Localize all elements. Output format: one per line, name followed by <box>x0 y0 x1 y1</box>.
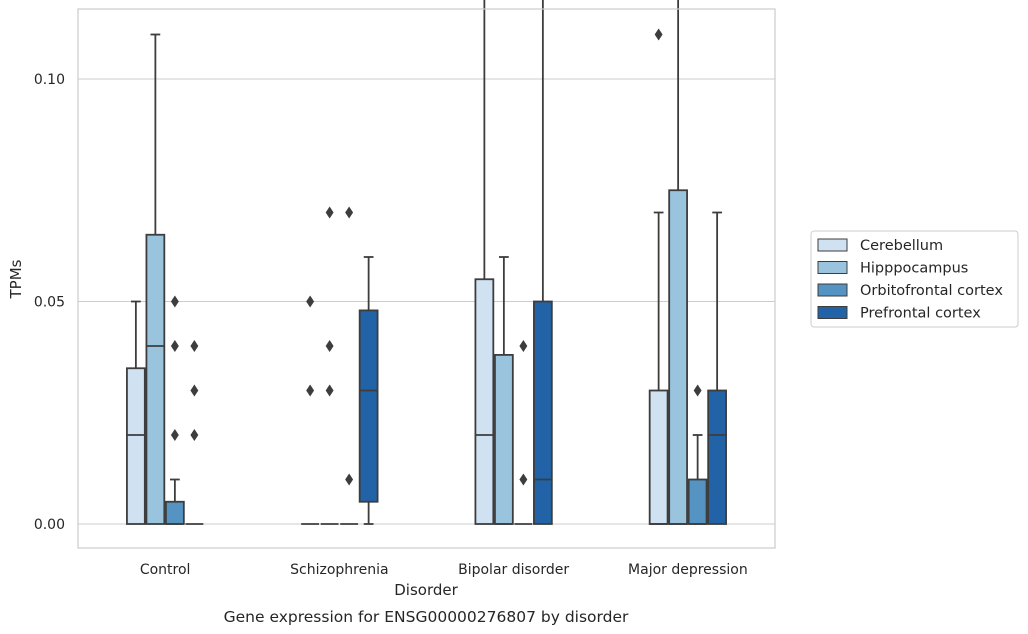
box-prefrontal-cortex-3 <box>707 211 727 525</box>
box-prefrontal-cortex-2 <box>533 0 553 525</box>
legend-swatch <box>817 306 848 319</box>
box-body <box>533 300 553 525</box>
box-hipppocampus-2 <box>494 256 514 525</box>
axis-layer: 0.000.050.100.150.20ControlSchizophrenia… <box>34 8 776 578</box>
outlier-point <box>325 339 334 353</box>
outlier-point <box>190 384 199 397</box>
box-orbitofrontal-cortex-3 <box>687 384 708 525</box>
box-orbitofrontal-cortex-2 <box>514 339 533 525</box>
box-hipppocampus-1 <box>320 206 339 525</box>
box-body <box>474 278 495 525</box>
box-layer <box>126 0 727 525</box>
x-tick-label: Bipolar disorder <box>458 562 569 578</box>
x-axis-label: Disorder <box>394 581 458 599</box>
legend-label: Hipppocampus <box>860 261 968 277</box>
legend: Cerebellum Hipppocampus Orbitofrontal cort… <box>810 230 1019 328</box>
outlier-point <box>345 473 354 486</box>
outlier-point <box>190 339 199 353</box>
outlier-point <box>170 339 179 353</box>
box-body <box>687 478 708 525</box>
box-cerebellum-3 <box>648 28 669 525</box>
box-body <box>145 233 166 525</box>
y-tick-label: 0.05 <box>34 295 65 311</box>
box-cerebellum-2 <box>474 0 495 525</box>
outlier-point <box>519 339 528 353</box>
outlier-point <box>306 384 315 397</box>
outlier-point <box>693 384 702 397</box>
box-body <box>165 500 185 525</box>
x-tick-label: Major depression <box>628 562 748 578</box>
y-tick-label: 0.00 <box>34 517 65 533</box>
legend-frame <box>810 230 1019 328</box>
outlier-point <box>170 428 179 442</box>
y-tick-label: 0.10 <box>34 72 65 88</box>
box-hipppocampus-3 <box>668 0 688 525</box>
legend-label: Cerebellum <box>860 238 943 254</box>
legend-swatch <box>817 238 848 252</box>
legend-label: Orbitofrontal cortex <box>860 283 1003 299</box>
box-orbitofrontal-cortex-1 <box>340 206 359 525</box>
box-prefrontal-cortex-0 <box>185 339 204 525</box>
box-body <box>648 389 669 525</box>
legend-swatch <box>817 261 848 274</box>
outlier-point <box>325 206 334 219</box>
box-cerebellum-1 <box>301 295 320 525</box>
plot-frame <box>77 8 776 549</box>
outlier-point <box>170 295 179 308</box>
box-body <box>358 309 379 503</box>
outlier-point <box>654 28 663 41</box>
legend-swatch <box>817 283 848 297</box>
legend-label: Prefrontal cortex <box>860 306 981 322</box>
box-prefrontal-cortex-1 <box>358 256 379 525</box>
outlier-point <box>190 428 199 442</box>
x-tick-label: Schizophrenia <box>290 562 388 578</box>
outlier-point <box>325 384 334 397</box>
outlier-point <box>345 206 354 219</box>
x-tick-label: Control <box>140 562 191 578</box>
box-body <box>668 189 688 525</box>
box-body <box>707 389 727 525</box>
outlier-point <box>306 295 315 308</box>
y-axis-label: TPMs <box>7 259 25 299</box>
box-cerebellum-0 <box>126 300 146 525</box>
outlier-point <box>519 473 528 486</box>
chart-caption: Gene expression for ENSG00000276807 by d… <box>224 608 629 626</box>
box-body <box>494 353 514 525</box>
box-hipppocampus-0 <box>145 33 166 525</box>
box-orbitofrontal-cortex-0 <box>165 295 185 525</box>
box-body <box>126 367 146 525</box>
